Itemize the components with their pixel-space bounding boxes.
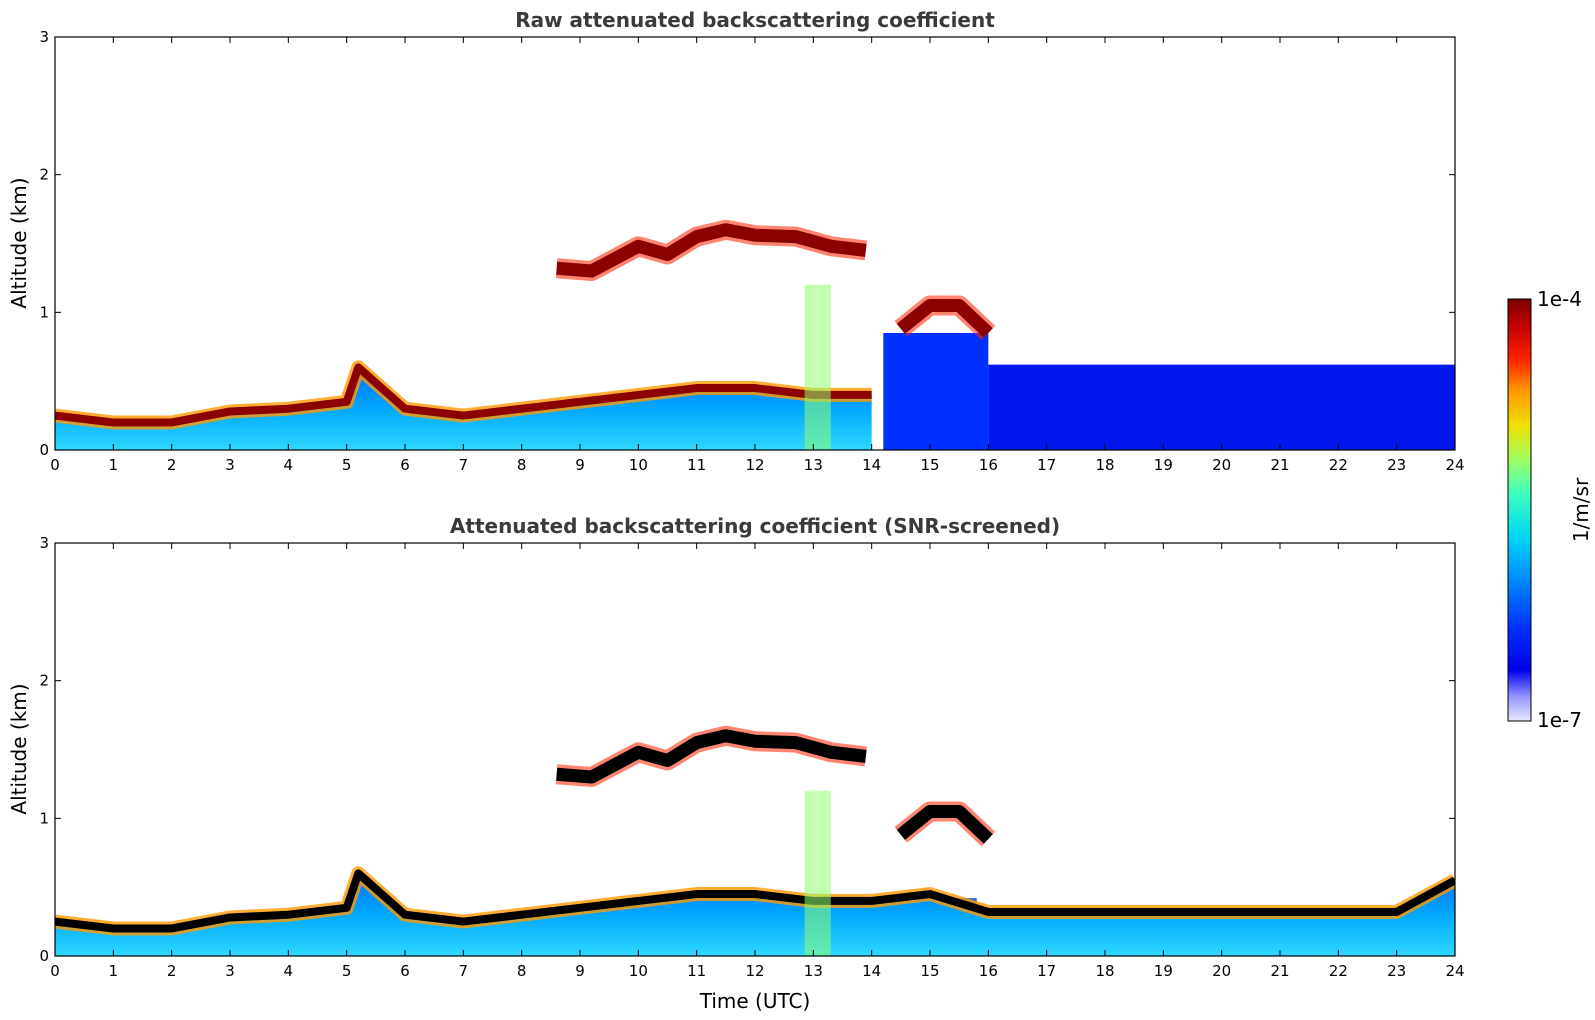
- y-tick-label: 1: [39, 809, 49, 827]
- raw-noise-field: [55, 37, 1455, 450]
- x-tick-label: 2: [167, 456, 177, 474]
- cloud-layer: [896, 298, 993, 338]
- y-tick-label: 0: [39, 441, 49, 459]
- x-tick-label: 10: [629, 456, 648, 474]
- x-tick-label: 22: [1329, 456, 1348, 474]
- fall-streak-column: [804, 284, 831, 450]
- panel-screened-y-ticks: 0 1 2 3: [39, 534, 1455, 965]
- x-tick-label: 4: [284, 962, 294, 980]
- x-tick-label: 6: [400, 456, 410, 474]
- cloud-layer: [556, 729, 867, 784]
- x-tick-label: 2: [167, 962, 177, 980]
- x-tick-label: 20: [1212, 962, 1231, 980]
- panel-screened: Attenuated backscattering coefficient (S…: [7, 514, 1465, 1013]
- panel-screened-title: Attenuated backscattering coefficient (S…: [450, 514, 1060, 538]
- x-tick-label: 17: [1037, 456, 1056, 474]
- dense-blue-transition: [883, 332, 989, 450]
- x-tick-label: 8: [517, 456, 527, 474]
- noise-region-night: [55, 37, 149, 450]
- x-tick-label: 4: [284, 456, 294, 474]
- x-tick-label: 21: [1270, 962, 1289, 980]
- boundary-layer-aerosol: [55, 873, 1455, 956]
- cloud-layer: [896, 804, 993, 844]
- cloud-layer: [556, 223, 867, 278]
- x-tick-label: 14: [862, 456, 881, 474]
- panel-raw-x-ticks: 0 1 2 3 4 5 6 7 8 9 10 11 12 13 14 15 16 17 18 19 20 21 22 23 24: [50, 37, 1465, 474]
- y-tick-label: 2: [39, 166, 49, 184]
- x-tick-label: 5: [342, 456, 352, 474]
- x-tick-label: 9: [575, 456, 585, 474]
- y-tick-label: 2: [39, 672, 49, 690]
- x-tick-label: 16: [979, 456, 998, 474]
- panel-raw-y-ticks: 0 1 2 3: [39, 28, 1455, 459]
- colorbar-max-label: 1e-4: [1537, 287, 1582, 311]
- x-tick-label: 17: [1037, 962, 1056, 980]
- panel-raw-image: [55, 37, 1455, 450]
- noise-speckle-layer: [55, 37, 1455, 450]
- noise-region-green: [492, 37, 872, 230]
- x-tick-label: 18: [1095, 962, 1114, 980]
- x-tick-label: 12: [745, 962, 764, 980]
- colorbar-min-label: 1e-7: [1537, 708, 1582, 732]
- x-tick-label: 19: [1154, 962, 1173, 980]
- dense-blue-layer: [988, 364, 1455, 450]
- x-tick-label: 15: [920, 962, 939, 980]
- y-tick-label: 3: [39, 28, 49, 46]
- boundary-layer-top: [55, 869, 1455, 933]
- x-tick-label: 23: [1387, 962, 1406, 980]
- x-tick-label: 23: [1387, 456, 1406, 474]
- x-tick-label: 24: [1445, 962, 1464, 980]
- x-tick-label: 1: [109, 962, 119, 980]
- panel-screened-y-label: Altitude (km): [7, 683, 31, 814]
- raw-backscatter-plot: [55, 219, 996, 450]
- panel-screened-x-label: Time (UTC): [699, 989, 811, 1013]
- x-tick-label: 13: [804, 456, 823, 474]
- panel-raw: Raw attenuated backscattering coefficien…: [7, 8, 1465, 474]
- x-tick-label: 0: [50, 456, 60, 474]
- noise-region-early: [171, 37, 300, 450]
- x-tick-label: 8: [517, 962, 527, 980]
- x-tick-label: 21: [1270, 456, 1289, 474]
- x-tick-label: 11: [687, 456, 706, 474]
- x-tick-label: 3: [225, 962, 235, 980]
- x-tick-label: 11: [687, 962, 706, 980]
- x-tick-label: 7: [459, 456, 469, 474]
- colorbar-unit-label: 1/m/sr: [1569, 477, 1593, 542]
- colorbar: 1e-4 1e-7 1/m/sr: [1507, 287, 1593, 732]
- x-tick-label: 6: [400, 962, 410, 980]
- x-tick-label: 12: [745, 456, 764, 474]
- panel-screened-image: [55, 543, 1455, 956]
- x-tick-label: 5: [342, 962, 352, 980]
- x-tick-label: 14: [862, 962, 881, 980]
- x-tick-label: 19: [1154, 456, 1173, 474]
- x-tick-label: 20: [1212, 456, 1231, 474]
- x-tick-label: 7: [459, 962, 469, 980]
- boundary-layer-aerosol: [55, 367, 872, 450]
- x-tick-label: 18: [1095, 456, 1114, 474]
- fall-streak-column: [804, 790, 831, 956]
- x-tick-label: 15: [920, 456, 939, 474]
- panel-screened-x-ticks: 0 1 2 3 4 5 6 7 8 9 10 11 12 13 14 15 16 17 18 19 20 21 22 23 24: [50, 543, 1465, 980]
- colorbar-gradient: [1507, 298, 1532, 722]
- x-tick-label: 0: [50, 962, 60, 980]
- y-tick-label: 3: [39, 534, 49, 552]
- y-tick-label: 1: [39, 303, 49, 321]
- x-tick-label: 24: [1445, 456, 1464, 474]
- x-tick-label: 22: [1329, 962, 1348, 980]
- x-tick-label: 9: [575, 962, 585, 980]
- panel-raw-title: Raw attenuated backscattering coefficien…: [515, 8, 995, 32]
- panel-raw-y-label: Altitude (km): [7, 177, 31, 308]
- x-tick-label: 13: [804, 962, 823, 980]
- boundary-layer-top: [55, 363, 872, 427]
- x-tick-label: 16: [979, 962, 998, 980]
- x-tick-label: 3: [225, 456, 235, 474]
- y-tick-label: 0: [39, 947, 49, 965]
- x-tick-label: 1: [109, 456, 119, 474]
- screened-backscatter-plot: [55, 725, 1455, 956]
- x-tick-label: 10: [629, 962, 648, 980]
